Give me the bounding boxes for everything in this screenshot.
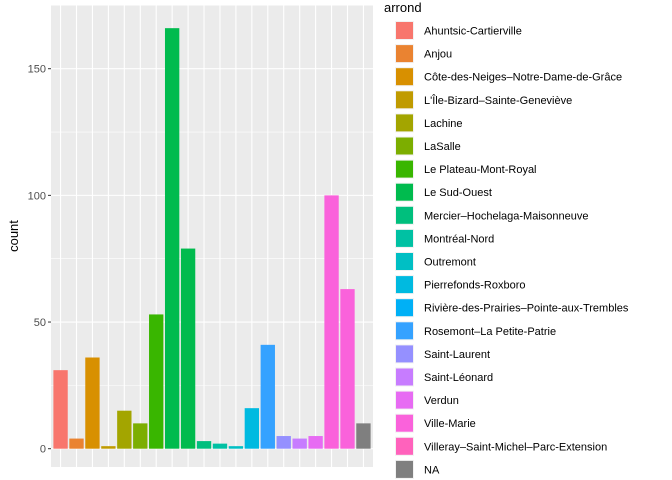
legend-label: Rosemont–La Petite-Patrie (424, 326, 556, 338)
bar (196, 441, 212, 449)
bar (260, 344, 275, 449)
legend-label: Anjou (424, 49, 452, 61)
legend-key (396, 114, 413, 132)
bar (308, 436, 323, 449)
bar (244, 408, 260, 449)
bar (69, 438, 84, 449)
legend: Ahuntsic-Cartierville Anjou Côte-des-Neige… (395, 21, 629, 479)
legend-label: Saint-Léonard (424, 372, 493, 384)
bar (180, 248, 196, 449)
bar (228, 446, 244, 449)
bar (276, 436, 291, 449)
legend-label: Ahuntsic-Cartierville (424, 26, 522, 38)
legend-key (396, 160, 413, 178)
bar (324, 195, 339, 449)
panel-background (51, 5, 373, 467)
legend-label: LaSalle (424, 141, 461, 153)
legend-key (396, 345, 413, 363)
y-tick-label: 50 (34, 317, 46, 329)
legend-key (396, 183, 413, 201)
y-axis: 0 50 100 150 (28, 64, 51, 456)
legend-label: Le Plateau-Mont-Royal (424, 164, 537, 176)
legend-key (396, 322, 413, 340)
legend-label: Mercier–Hochelaga-Maisonneuve (424, 210, 588, 222)
legend-key (396, 206, 413, 224)
legend-label: Villeray–Saint-Michel–Parc-Extension (424, 441, 607, 453)
y-tick-label: 0 (40, 444, 46, 456)
legend-key (396, 299, 413, 317)
bar (212, 443, 228, 449)
legend-label: Montréal-Nord (424, 233, 494, 245)
legend-key (396, 22, 413, 39)
legend-key (396, 368, 413, 386)
legend-key (396, 137, 413, 155)
legend-title: arrond (384, 0, 422, 15)
legend-label: Ville-Marie (424, 418, 476, 430)
bar (117, 410, 132, 449)
bar (356, 423, 371, 449)
legend-label: Verdun (424, 395, 459, 407)
bar (292, 438, 307, 449)
legend-label: NA (424, 464, 440, 476)
bar (133, 423, 148, 449)
legend-key (396, 460, 413, 478)
legend-label: Pierrefonds-Roxboro (424, 280, 526, 292)
bar (53, 370, 68, 449)
bar (340, 289, 355, 449)
bar (149, 314, 164, 449)
legend-key (396, 229, 413, 247)
legend-key (396, 68, 413, 86)
legend-key (396, 91, 413, 109)
bar (85, 357, 100, 449)
legend-label: L'Île-Bizard–Sainte-Geneviève (424, 94, 572, 107)
legend-key (396, 437, 413, 455)
legend-key (396, 391, 413, 409)
legend-label: Le Sud-Ouest (424, 187, 492, 199)
legend-label: Saint-Laurent (424, 349, 490, 361)
legend-label: Lachine (424, 118, 463, 130)
y-tick-label: 100 (28, 190, 46, 202)
legend-label: Rivière-des-Prairies–Pointe-aux-Trembles (424, 303, 629, 315)
legend-key (396, 253, 413, 270)
bars (53, 28, 371, 449)
y-tick-label: 150 (28, 64, 46, 76)
legend-key (396, 276, 413, 294)
bar (101, 446, 116, 449)
y-axis-title: count (6, 220, 21, 252)
legend-label: Outremont (424, 257, 476, 269)
legend-key (396, 414, 413, 432)
bar (164, 28, 180, 449)
legend-key (396, 45, 413, 63)
legend-label: Côte-des-Neiges–Notre-Dame-de-Grâce (424, 72, 622, 84)
